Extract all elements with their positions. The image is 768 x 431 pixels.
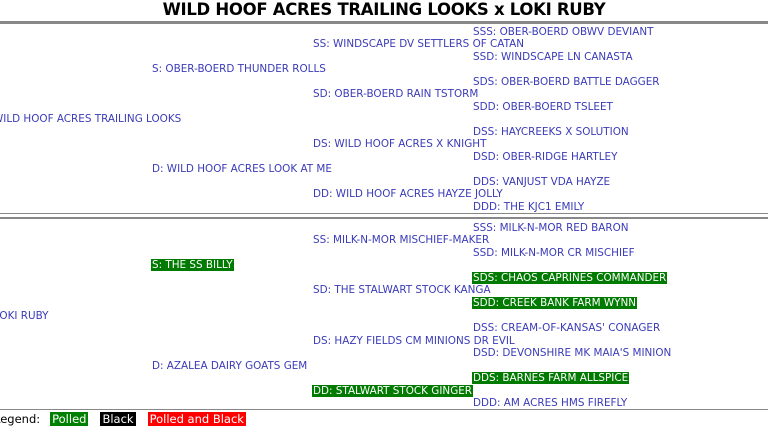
pedigree-entry-ddd[interactable]: DDD: AM ACRES HMS FIREFLY — [473, 397, 628, 409]
pedigree-entry-s[interactable]: S: OBER-BOERD THUNDER ROLLS — [152, 63, 326, 75]
pedigree-animal[interactable]: WILD HOOF ACRES TRAILING LOOKS — [0, 113, 182, 125]
pedigree-entry-d[interactable]: D: AZALEA DAIRY GOATS GEM — [152, 360, 308, 372]
pedigree-entry-ss[interactable]: SS: WINDSCAPE DV SETTLERS OF CATAN — [313, 38, 525, 50]
pedigree-entry-dd[interactable]: DD: WILD HOOF ACRES HAYZE JOLLY — [313, 188, 503, 200]
pedigree-entry-sd[interactable]: SD: OBER-BOERD RAIN TSTORM — [313, 88, 479, 100]
pedigree-entry-dss[interactable]: DSS: CREAM-OF-KANSAS' CONAGER — [473, 322, 661, 334]
legend-label: Legend: — [0, 412, 41, 426]
divider — [0, 217, 768, 219]
pedigree-entry-sss[interactable]: SSS: MILK-N-MOR RED BARON — [473, 222, 629, 234]
pedigree-animal[interactable]: LOKI RUBY — [0, 310, 49, 322]
legend-polled: Polled — [50, 412, 89, 426]
pedigree-entry-sds[interactable]: SDS: CHAOS CAPRINES COMMANDER — [472, 272, 668, 284]
legend-black: Black — [100, 412, 136, 426]
pedigree-entry-dsd[interactable]: DSD: OBER-RIDGE HARTLEY — [473, 151, 618, 163]
pedigree-entry-ssd[interactable]: SSD: WINDSCAPE LN CANASTA — [473, 51, 633, 63]
pedigree-entry-sd[interactable]: SD: THE STALWART STOCK KANGA — [313, 284, 491, 296]
pedigree-entry-dss[interactable]: DSS: HAYCREEKS X SOLUTION — [473, 126, 629, 138]
divider — [0, 21, 768, 24]
divider — [0, 409, 768, 410]
pedigree-entry-s[interactable]: S: THE SS BILLY — [151, 259, 234, 271]
pedigree-entry-ds[interactable]: DS: WILD HOOF ACRES X KNIGHT — [313, 138, 487, 150]
pedigree-entry-dds[interactable]: DDS: VANJUST VDA HAYZE — [473, 176, 611, 188]
pedigree-entry-dd[interactable]: DD: STALWART STOCK GINGER — [312, 385, 474, 397]
pedigree-entry-ddd[interactable]: DDD: THE KJC1 EMILY — [473, 201, 585, 213]
divider — [0, 213, 768, 214]
pedigree-entry-d[interactable]: D: WILD HOOF ACRES LOOK AT ME — [152, 163, 332, 175]
legend-polled-and-black: Polled and Black — [147, 412, 246, 426]
pedigree-entry-dsd[interactable]: DSD: DEVONSHIRE MK MAIA'S MINION — [473, 347, 672, 359]
pedigree-entry-sdd[interactable]: SDD: OBER-BOERD TSLEET — [473, 101, 613, 113]
pedigree-entry-dds[interactable]: DDS: BARNES FARM ALLSPICE — [472, 372, 630, 384]
pedigree-entry-sds[interactable]: SDS: OBER-BOERD BATTLE DAGGER — [473, 76, 660, 88]
pedigree-entry-sdd[interactable]: SDD: CREEK BANK FARM WYNN — [472, 297, 638, 309]
pedigree-entry-sss[interactable]: SSS: OBER-BOERD OBWV DEVIANT — [473, 26, 654, 38]
pedigree-entry-ds[interactable]: DS: HAZY FIELDS CM MINIONS DR EVIL — [313, 335, 515, 347]
pedigree-entry-ss[interactable]: SS: MILK-N-MOR MISCHIEF-MAKER — [313, 234, 490, 246]
pedigree-entry-ssd[interactable]: SSD: MILK-N-MOR CR MISCHIEF — [473, 247, 635, 259]
page-title: WILD HOOF ACRES TRAILING LOOKS x LOKI RU… — [162, 0, 606, 19]
legend: Legend: Polled Black Polled and Black — [0, 412, 258, 426]
